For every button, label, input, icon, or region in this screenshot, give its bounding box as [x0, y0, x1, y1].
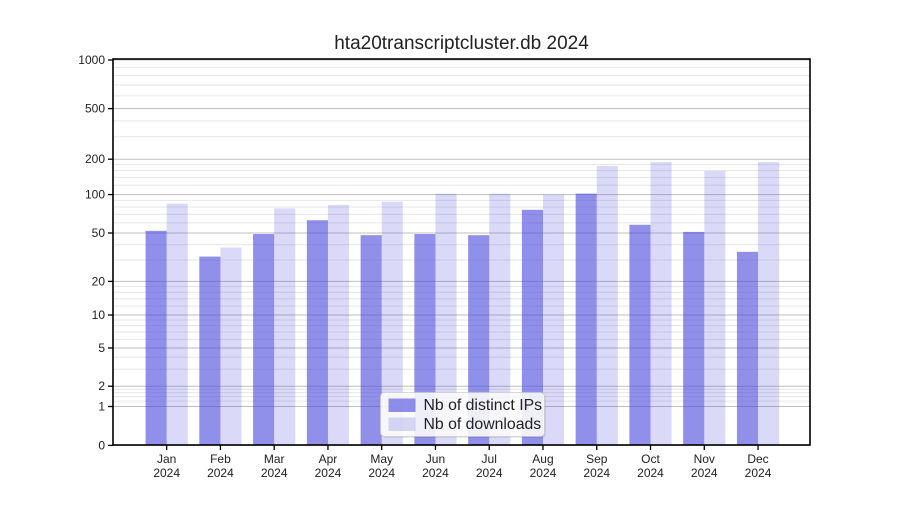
svg-text:2024: 2024 [207, 466, 234, 480]
svg-text:2024: 2024 [476, 466, 503, 480]
svg-text:2024: 2024 [530, 466, 557, 480]
svg-text:10: 10 [92, 308, 106, 322]
svg-text:50: 50 [92, 226, 106, 240]
svg-text:Nov: Nov [694, 452, 715, 466]
svg-text:2024: 2024 [153, 466, 180, 480]
svg-text:2024: 2024 [261, 466, 288, 480]
svg-text:2: 2 [98, 379, 105, 393]
svg-text:5: 5 [98, 341, 105, 355]
svg-text:2024: 2024 [422, 466, 449, 480]
svg-text:Nb of downloads: Nb of downloads [424, 416, 542, 433]
svg-text:Oct: Oct [641, 452, 660, 466]
svg-text:Nb of distinct IPs: Nb of distinct IPs [424, 397, 543, 414]
svg-text:Sep: Sep [586, 452, 608, 466]
svg-text:2024: 2024 [315, 466, 342, 480]
svg-text:2024: 2024 [691, 466, 718, 480]
svg-text:Jun: Jun [426, 452, 445, 466]
svg-text:Mar: Mar [264, 452, 285, 466]
svg-text:Dec: Dec [747, 452, 768, 466]
svg-text:500: 500 [85, 102, 105, 116]
svg-text:200: 200 [85, 152, 105, 166]
svg-text:1: 1 [98, 400, 105, 414]
svg-text:2024: 2024 [368, 466, 395, 480]
svg-text:100: 100 [85, 188, 105, 202]
svg-text:Jan: Jan [157, 452, 176, 466]
svg-text:0: 0 [98, 438, 105, 452]
svg-text:20: 20 [92, 274, 106, 288]
svg-text:2024: 2024 [745, 466, 772, 480]
svg-text:2024: 2024 [583, 466, 610, 480]
svg-text:Jul: Jul [482, 452, 497, 466]
svg-text:May: May [370, 452, 393, 466]
svg-text:1000: 1000 [78, 53, 105, 67]
svg-text:Apr: Apr [319, 452, 338, 466]
svg-text:2024: 2024 [637, 466, 664, 480]
svg-text:Feb: Feb [210, 452, 231, 466]
svg-text:Aug: Aug [532, 452, 553, 466]
